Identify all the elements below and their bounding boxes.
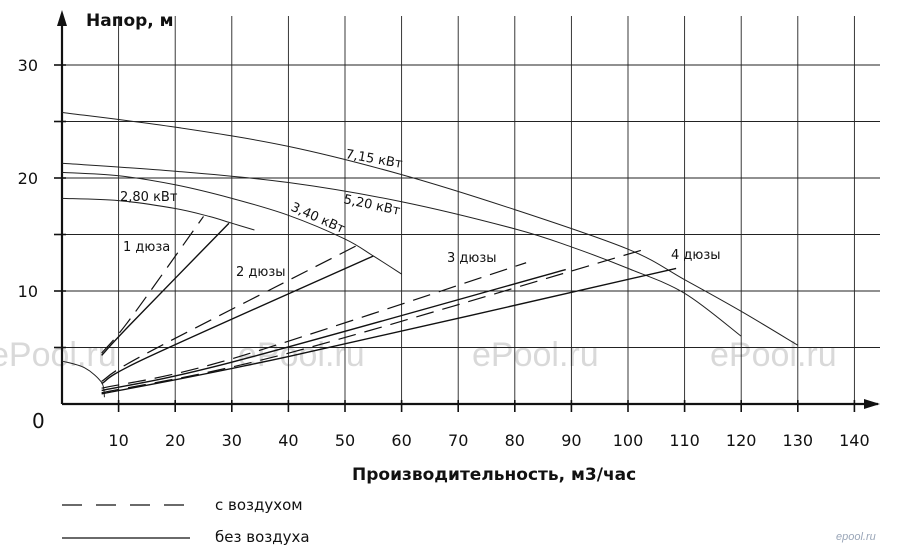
grid [62, 16, 880, 404]
system-curve-solid [101, 255, 374, 385]
curve-label: 1 дюза [123, 240, 170, 255]
system-curve-solid [101, 222, 230, 356]
legend-label-with-air: с воздухом [215, 496, 303, 514]
curve-label: 2 дюзы [236, 265, 286, 280]
system-curve-dashed [101, 245, 357, 382]
curve-labels: 2,80 кВт 3,40 кВт 5,20 кВт 7,15 кВт 1 дю… [120, 147, 721, 280]
x-axis-arrow [864, 399, 880, 409]
pump-curve-line [61, 197, 255, 231]
legend-label-without-air: без воздуха [215, 528, 310, 546]
tick-labels: 10 20 30 40 50 60 70 80 90 100 110 120 130 140 10 20 30 [18, 56, 870, 450]
curves [61, 111, 799, 398]
y-tick-label: 30 [18, 56, 38, 75]
legend: с воздухом без воздуха [62, 496, 310, 546]
x-tick-label: 110 [669, 431, 700, 450]
pump-curve-line [61, 171, 402, 275]
x-tick-label: 90 [561, 431, 581, 450]
watermark-text: ePool.ru [0, 336, 117, 374]
x-tick-label: 30 [222, 431, 242, 450]
x-tick-label: 40 [278, 431, 298, 450]
x-tick-label: 120 [726, 431, 757, 450]
x-tick-label: 140 [839, 431, 870, 450]
system-curve-solid [101, 268, 566, 392]
y-axis-arrow [57, 10, 67, 26]
x-tick-label: 70 [448, 431, 468, 450]
origin-label: 0 [32, 409, 45, 433]
curve-label: 3 дюзы [447, 251, 497, 266]
curve-label: 7,15 кВт [344, 147, 404, 172]
y-tick-label: 20 [18, 169, 38, 188]
system-curve-dashed [101, 248, 646, 394]
x-tick-label: 50 [335, 431, 355, 450]
system-curve-dashed [101, 262, 527, 389]
x-tick-label: 10 [108, 431, 128, 450]
x-tick-label: 100 [613, 431, 644, 450]
watermark-small: epool.ru [836, 531, 876, 543]
curve-label: 4 дюзы [671, 248, 721, 263]
watermark-text: ePool.ru [472, 336, 599, 374]
x-tick-label: 130 [783, 431, 814, 450]
x-axis-title: Производительность, м3/час [352, 465, 636, 485]
system-curve-solid [101, 267, 677, 395]
x-tick-label: 20 [165, 431, 185, 450]
y-axis-title: Напор, м [86, 11, 174, 31]
watermark-text: ePool.ru [710, 336, 837, 374]
system-curve-dashed [101, 216, 204, 354]
y-tick-label: 10 [18, 282, 38, 301]
x-tick-label: 60 [391, 431, 411, 450]
pump-curve-line [61, 111, 799, 346]
watermark-layer: ePool.ru ePool.ru ePool.ru ePool.ru epoo… [0, 336, 876, 543]
pump-curve-line [61, 162, 742, 337]
x-tick-label: 80 [505, 431, 525, 450]
suction-curve-line [61, 360, 105, 398]
curve-label: 2,80 кВт [120, 190, 178, 205]
axes [54, 10, 880, 412]
